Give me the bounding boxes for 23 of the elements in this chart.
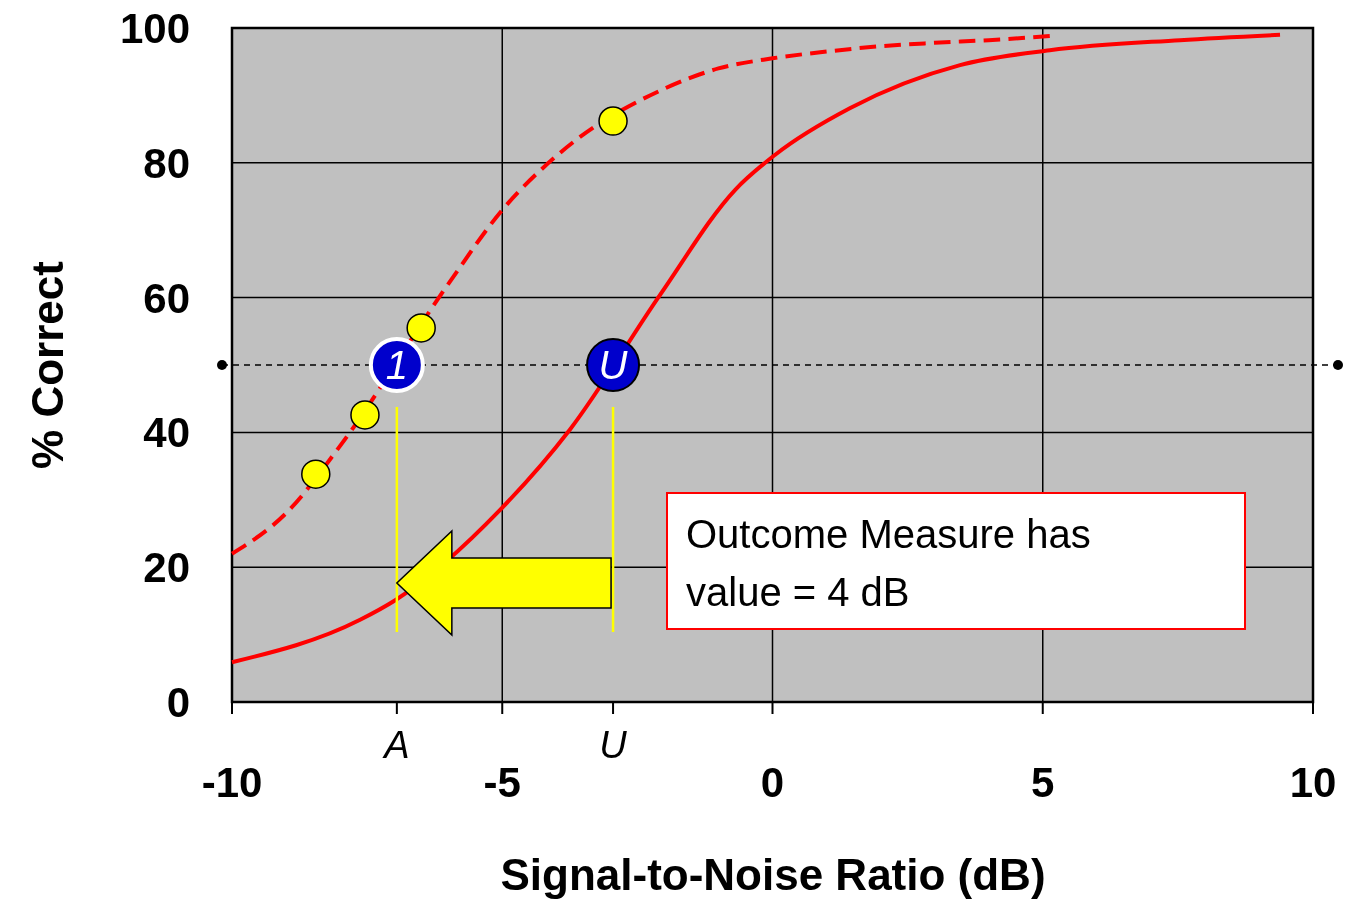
x-axis-title: Signal-to-Noise Ratio (dB) bbox=[500, 850, 1046, 899]
x-tick-label: 5 bbox=[1031, 759, 1055, 806]
y-tick-label: 60 bbox=[143, 274, 190, 322]
annotation: 1 bbox=[385, 343, 408, 387]
x-tick-label: -5 bbox=[483, 759, 521, 806]
text: A bbox=[382, 724, 410, 766]
line-series bbox=[230, 32, 1283, 665]
y-tick-label: 20 bbox=[143, 544, 190, 592]
point bbox=[406, 313, 436, 343]
y-tick-label: 100 bbox=[119, 5, 190, 52]
y-tick-label: 0 bbox=[166, 679, 190, 726]
annotation: Outcome Measure has value = 4 dB bbox=[686, 512, 1091, 614]
annotation: U bbox=[598, 343, 629, 387]
point bbox=[598, 106, 628, 136]
y-axis-title: % Correct bbox=[23, 260, 72, 469]
y-tick-label: 80 bbox=[143, 139, 190, 187]
x-tick-label: -10 bbox=[201, 759, 263, 806]
y-tick-label: 40 bbox=[143, 409, 190, 457]
point bbox=[350, 400, 380, 430]
x-tick-label: 0 bbox=[760, 759, 785, 806]
point bbox=[301, 459, 331, 489]
x-tick-label: 10 bbox=[1289, 759, 1337, 806]
text: U bbox=[599, 724, 628, 766]
